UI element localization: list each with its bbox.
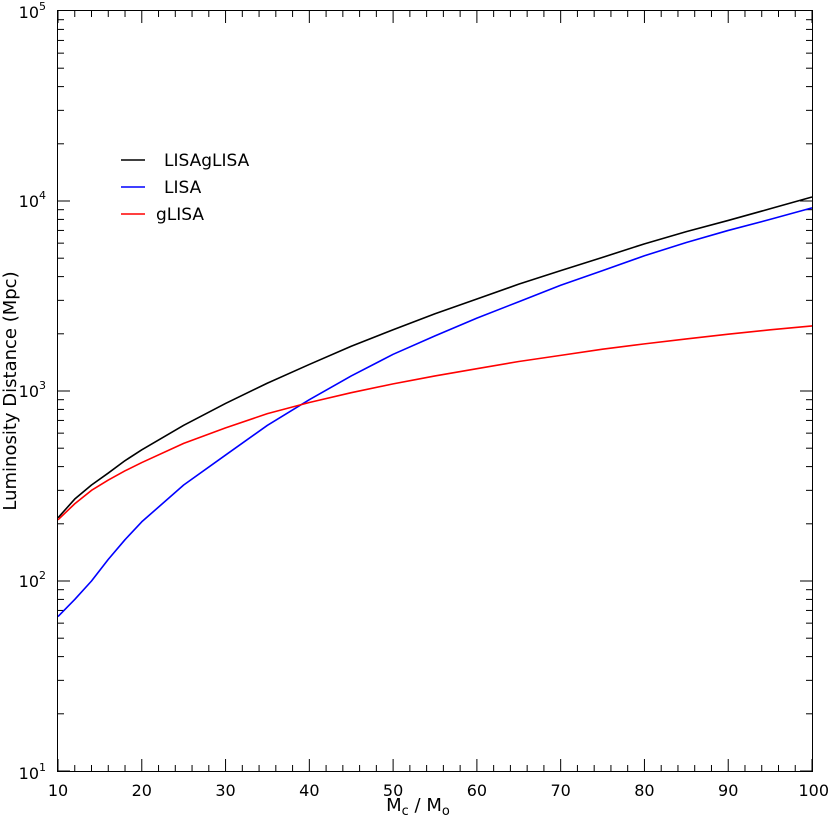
y-tick-label: 101 xyxy=(19,761,46,783)
y-axis-title: Luminosity Distance (Mpc) xyxy=(0,271,21,510)
x-tick-label: 60 xyxy=(467,781,487,800)
x-tick-label: 30 xyxy=(215,781,235,800)
y-tick-label: 105 xyxy=(19,0,46,22)
axis-ticks xyxy=(57,11,813,772)
x-tick-label: 50 xyxy=(383,781,403,800)
plot-frame xyxy=(57,10,813,772)
x-tick-label: 90 xyxy=(718,781,738,800)
x-tick-label: 20 xyxy=(132,781,152,800)
x-tick-label: 10 xyxy=(48,781,68,800)
series-line-lisaglisa xyxy=(57,196,813,519)
x-tick-label: 100 xyxy=(798,781,829,800)
x-tick-label: 80 xyxy=(634,781,654,800)
y-tick-label: 104 xyxy=(19,189,46,211)
y-tick-label: 103 xyxy=(19,379,46,401)
y-tick-label: 102 xyxy=(19,569,46,591)
x-tick-labels: 10 20 30 40 50 60 70 80 90 100 xyxy=(48,781,829,800)
legend-label-glisa: gLISA xyxy=(156,205,204,225)
series-line-glisa xyxy=(57,325,813,521)
x-axis-title: Mc / Mo xyxy=(386,795,450,819)
y-tick-labels: 101 102 103 104 105 xyxy=(19,0,46,783)
series-line-lisa xyxy=(57,207,813,618)
legend-label-lisa: LISA xyxy=(164,178,202,198)
x-tick-label: 70 xyxy=(550,781,570,800)
legend-label-lisaglisa: LISAgLISA xyxy=(164,151,250,171)
series-lines xyxy=(57,196,813,618)
x-tick-label: 40 xyxy=(299,781,319,800)
